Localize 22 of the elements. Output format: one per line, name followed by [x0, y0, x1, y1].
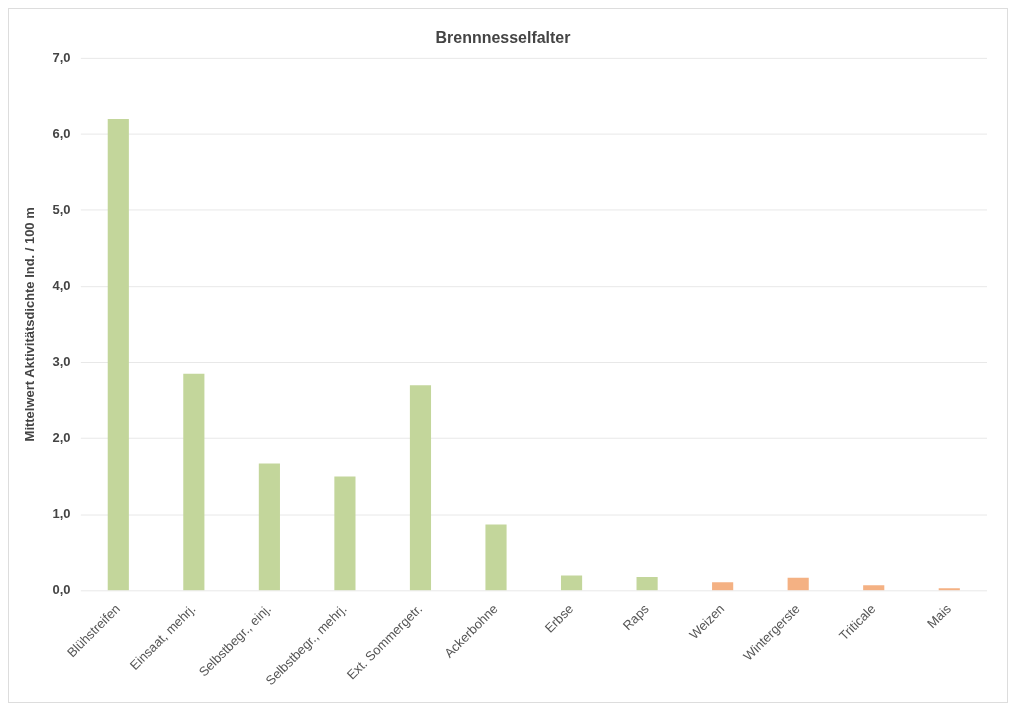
- y-tick-label: 3,0: [52, 353, 71, 369]
- y-tick-label: 2,0: [52, 430, 71, 446]
- bar: [183, 373, 205, 591]
- bar: [863, 585, 885, 591]
- x-tick-label: Mais: [923, 600, 955, 632]
- bar: [712, 582, 734, 591]
- bar: [485, 524, 507, 591]
- chart-title: Brennnesselfalter: [435, 28, 571, 46]
- bar: [258, 463, 280, 591]
- bar: [409, 385, 432, 591]
- bar: [787, 577, 809, 591]
- y-tick-label: 4,0: [52, 277, 71, 293]
- y-tick-label: 5,0: [52, 201, 71, 217]
- bar: [334, 476, 356, 591]
- y-tick-label: 1,0: [52, 506, 71, 522]
- y-tick-label: 7,0: [52, 49, 71, 65]
- y-tick-label: 6,0: [52, 125, 71, 141]
- y-tick-label: 0,0: [52, 582, 71, 598]
- bar: [560, 575, 583, 591]
- y-axis-title: Mittelwert Aktivitätsdichte Ind. / 100 m: [22, 207, 38, 442]
- bar: [107, 118, 129, 591]
- bar: [636, 576, 658, 591]
